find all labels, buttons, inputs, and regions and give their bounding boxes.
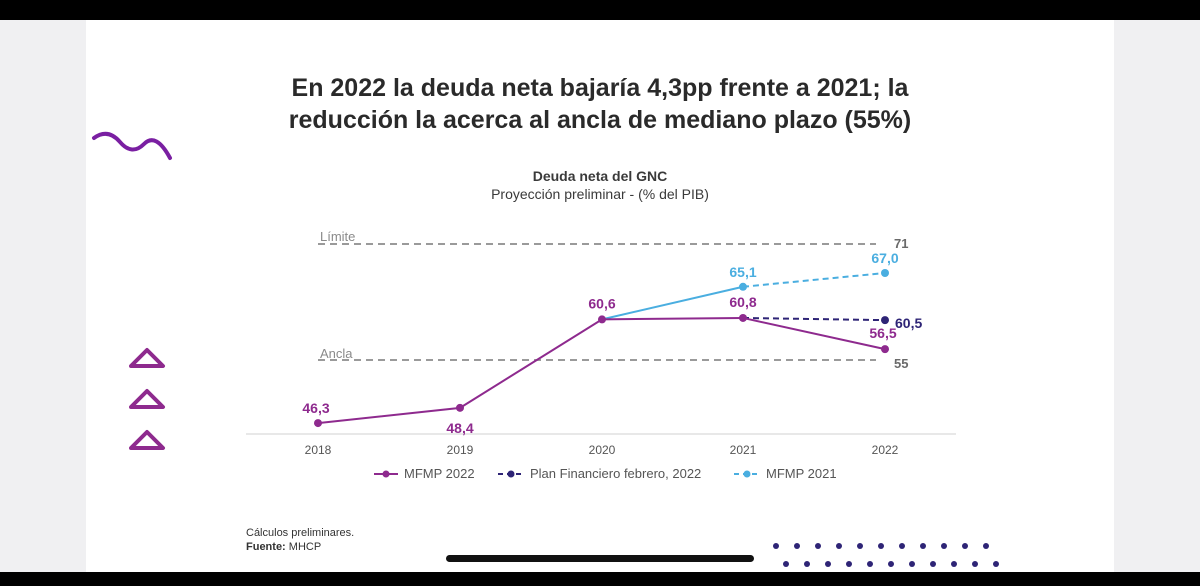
decorative-dot	[783, 561, 789, 567]
x-tick-label: 2020	[589, 443, 616, 457]
point-mfmp2022	[456, 403, 464, 412]
x-tick-label: 2021	[730, 443, 757, 457]
slide-headline: En 2022 la deuda neta bajaría 4,3pp fren…	[86, 72, 1114, 136]
reference-name-limite: Límite	[320, 229, 355, 244]
decorative-dot	[930, 561, 936, 567]
decorative-dot	[867, 561, 873, 567]
data-label: 56,5	[869, 325, 896, 341]
point-mfmp2022	[314, 419, 322, 428]
decorative-triangle-icon	[129, 348, 165, 368]
point-mfmp2022	[881, 345, 889, 354]
footnote: Cálculos preliminares. Fuente: MHCP	[246, 526, 354, 554]
legend-marker-mfmp2021	[743, 470, 751, 478]
decorative-triangle-icon	[129, 430, 165, 450]
decorative-dot	[951, 561, 957, 567]
decorative-dot	[909, 561, 915, 567]
decorative-dot	[815, 543, 821, 549]
data-label: 60,6	[588, 295, 615, 311]
decorative-dot	[836, 543, 842, 549]
chart-title: Deuda neta del GNC	[532, 168, 668, 184]
chart-subtitle: Proyección preliminar - (% del PIB)	[491, 186, 709, 202]
headline-line-1: En 2022 la deuda neta bajaría 4,3pp fren…	[291, 74, 909, 102]
decorative-dot	[857, 543, 863, 549]
decorative-dot	[983, 543, 989, 549]
decorative-dot	[993, 561, 999, 567]
footnote-note: Cálculos preliminares.	[246, 527, 355, 539]
point-mfmp2021	[739, 282, 747, 291]
legend-label-plan: Plan Financiero febrero, 2022	[530, 466, 701, 481]
footnote-source-value: MHCP	[285, 541, 322, 553]
decorative-dots	[773, 543, 999, 567]
reference-ancla: Ancla 55	[318, 346, 908, 371]
legend-label-mfmp2021: MFMP 2021	[766, 466, 837, 481]
decorative-dot	[825, 561, 831, 567]
decorative-dot	[941, 543, 947, 549]
data-label: 60,8	[729, 294, 756, 310]
decorative-dot	[846, 561, 852, 567]
x-tick-label: 2019	[447, 443, 474, 457]
point-plan-financiero	[881, 316, 889, 325]
point-mfmp2022	[739, 313, 747, 322]
reference-name-ancla: Ancla	[320, 346, 353, 361]
data-label: 48,4	[446, 420, 473, 436]
decorative-dot	[888, 561, 894, 567]
x-tick-label: 2018	[305, 443, 332, 457]
line-mfmp2021-solid	[601, 285, 744, 321]
line-mfmp2021-dashed	[742, 272, 886, 288]
decorative-dot	[972, 561, 978, 567]
viewer-gutter-left	[0, 20, 86, 572]
data-label: 67,0	[871, 250, 898, 266]
legend-marker-plan	[507, 470, 515, 478]
footnote-source: Fuente: MHCP	[246, 540, 354, 554]
data-label: 60,5	[895, 315, 922, 331]
reference-value-limite: 71	[894, 236, 908, 251]
point-mfmp2021	[881, 269, 889, 277]
reference-value-ancla: 55	[894, 356, 908, 371]
reference-limite: Límite 71	[318, 229, 908, 251]
viewer-gutter-right	[1114, 20, 1200, 572]
decorative-dot	[794, 543, 800, 549]
bottom-bar	[0, 572, 1200, 586]
data-label: 46,3	[302, 400, 329, 416]
footnote-source-label: Fuente:	[246, 541, 286, 553]
decorative-triangle-icon	[129, 389, 165, 409]
x-tick-label: 2022	[872, 443, 899, 457]
decorative-dot	[920, 543, 926, 549]
decorative-dot	[773, 543, 779, 549]
legend-marker-mfmp2022	[382, 470, 390, 478]
decorative-dot	[962, 543, 968, 549]
legend: MFMP 2022 Plan Financiero febrero, 2022 …	[374, 466, 837, 481]
line-mfmp2022	[317, 316, 886, 425]
point-mfmp2022	[598, 315, 606, 324]
slide: En 2022 la deuda neta bajaría 4,3pp fren…	[86, 20, 1114, 572]
line-plan-financiero	[742, 316, 886, 322]
home-indicator[interactable]	[446, 555, 754, 562]
decorative-dot	[804, 561, 810, 567]
data-label: 65,1	[729, 264, 756, 280]
legend-label-mfmp2022: MFMP 2022	[404, 466, 475, 481]
headline-line-2: reducción la acerca al ancla de mediano …	[288, 106, 912, 134]
decorative-dot	[899, 543, 905, 549]
decorative-squiggle	[92, 131, 172, 160]
debt-line-chart: Límite 71 Ancla 55 2018 2019 2020 2021 2022 …	[92, 131, 999, 567]
status-bar	[0, 0, 1200, 20]
decorative-dot	[878, 543, 884, 549]
